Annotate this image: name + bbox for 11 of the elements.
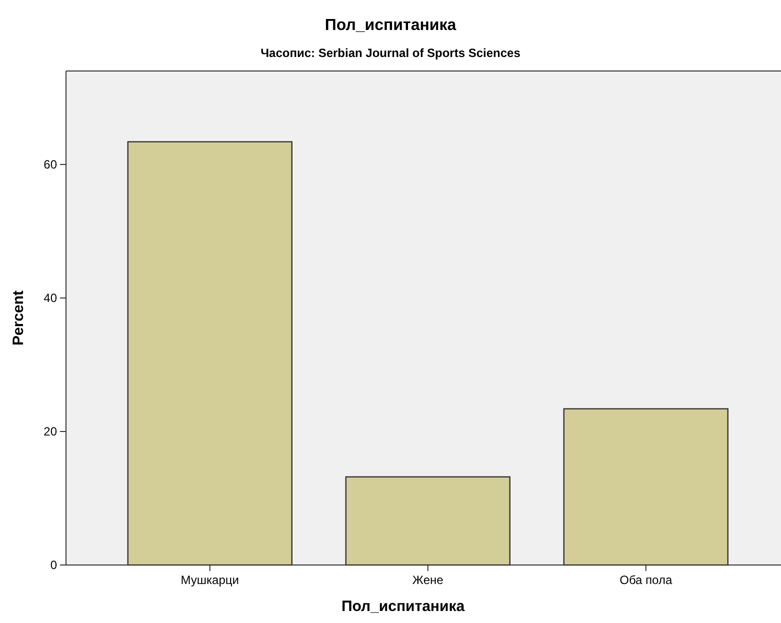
- y-axis-title: Percent: [10, 290, 27, 346]
- x-axis-title: Пол_испитаника: [341, 598, 466, 615]
- y-tick-label: 60: [44, 158, 58, 172]
- x-tick-label: Мушкарци: [180, 573, 239, 587]
- chart-subtitle: Часопис: Serbian Journal of Sports Sciences: [260, 46, 521, 60]
- x-tick-label: Жене: [412, 573, 444, 587]
- y-tick-label: 0: [50, 558, 58, 572]
- x-tick-label: Оба пола: [620, 573, 672, 587]
- y-tick-label: 20: [44, 424, 58, 439]
- chart-title: Пол_испитаника: [324, 17, 456, 34]
- y-tick-label: 40: [44, 291, 58, 306]
